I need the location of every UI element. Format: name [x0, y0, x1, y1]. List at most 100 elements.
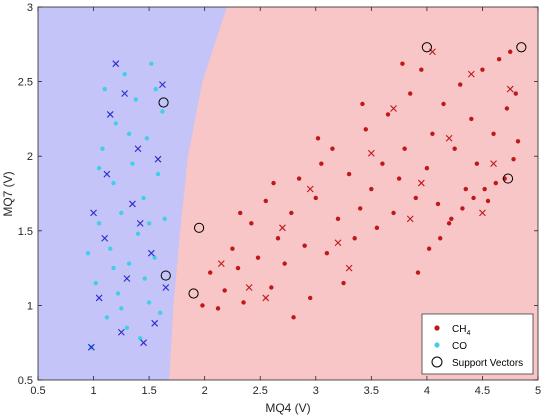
x-tick-label: 4.5	[475, 385, 490, 397]
ch4-cross	[479, 209, 486, 217]
co-point	[146, 221, 152, 226]
co-point	[138, 336, 143, 341]
support-vector	[516, 42, 527, 53]
legend-box	[421, 313, 534, 375]
ch4-point	[358, 206, 363, 211]
ch4-point	[313, 195, 318, 201]
ch4-point	[474, 161, 480, 166]
ch4-cross	[306, 185, 314, 193]
ch4-cross	[334, 239, 342, 247]
co-point	[108, 246, 113, 251]
x-tick-label: 2	[202, 385, 208, 397]
ch4-point	[471, 195, 476, 201]
support-vector	[194, 222, 205, 233]
ch4-point	[463, 186, 468, 192]
legend: CH4 CO Support Vectors	[421, 313, 534, 375]
ch4-point	[222, 288, 227, 293]
co-point	[119, 306, 124, 311]
ch4-point	[513, 91, 518, 96]
ch4-cross	[445, 134, 453, 142]
ch4-point	[415, 270, 421, 275]
ch4-point	[208, 270, 213, 275]
y-tick-label: 2.5	[18, 77, 33, 89]
ch4-point	[346, 171, 352, 177]
ch4-point	[515, 139, 521, 144]
co-cross	[121, 90, 129, 97]
ch4-point	[458, 82, 463, 87]
ch4-point	[360, 101, 365, 107]
ch4-point	[446, 221, 452, 226]
support-vector	[158, 97, 169, 108]
ch4-point	[289, 210, 294, 216]
legend-co-marker	[434, 342, 440, 348]
ch4-cross	[417, 179, 425, 187]
axes-box	[37, 6, 539, 381]
ch4-point	[369, 186, 374, 192]
ch4-point	[485, 198, 491, 204]
data-marks	[85, 42, 527, 351]
co-point	[96, 165, 102, 171]
ch4-cross	[506, 85, 514, 93]
co-point	[111, 180, 116, 186]
co-cross	[136, 219, 144, 227]
ch4-point	[235, 265, 241, 271]
y-tick-label: 1.5	[18, 226, 33, 238]
ch4-point	[271, 180, 276, 186]
legend-co-label: CO	[452, 341, 467, 352]
ch4-cross	[390, 105, 397, 112]
x-tick-label: 2.5	[253, 385, 268, 397]
y-tick-label: 3	[27, 2, 33, 14]
ch4-point	[385, 112, 391, 117]
ch4-point	[469, 116, 474, 122]
ch4-cross	[367, 149, 375, 157]
co-region	[38, 7, 227, 380]
ch4-cross	[490, 160, 497, 168]
co-cross	[95, 294, 103, 302]
co-point	[146, 300, 152, 305]
x-tick-label: 3	[313, 385, 319, 397]
ch4-point	[380, 161, 385, 166]
co-point	[104, 315, 110, 320]
ch4-point	[496, 57, 502, 62]
co-point	[162, 216, 167, 222]
ch4-point	[413, 195, 418, 201]
co-point	[96, 221, 102, 226]
ch4-point	[493, 180, 498, 186]
co-point	[158, 310, 163, 316]
ch4-point	[296, 176, 302, 181]
support-vector	[188, 288, 199, 299]
ch4-point	[452, 146, 457, 151]
ch4-point	[438, 236, 443, 241]
ch4-point	[491, 131, 496, 137]
ch4-point	[341, 280, 346, 286]
decision-regions	[38, 7, 538, 380]
ch4-point	[482, 186, 487, 192]
co-point	[133, 97, 138, 102]
co-point	[149, 61, 154, 66]
ch4-point	[308, 295, 313, 301]
co-point	[126, 261, 132, 266]
co-point	[115, 291, 121, 296]
co-point	[122, 71, 127, 77]
ch4-point	[215, 306, 221, 311]
ch4-cross	[345, 264, 353, 272]
co-cross	[162, 284, 170, 291]
ch4-point	[230, 246, 235, 251]
ch4-point	[319, 161, 324, 166]
co-point	[124, 325, 130, 330]
co-cross	[123, 275, 131, 282]
y-axis: 0.5 1 1.5 2 2.5 3	[18, 2, 538, 387]
co-point	[119, 210, 124, 216]
ch4-point	[508, 49, 513, 54]
ch4-cross	[467, 70, 475, 78]
ch4-cross	[217, 260, 225, 268]
y-tick-label: 2	[27, 151, 33, 163]
co-cross	[154, 155, 162, 163]
ch4-point	[374, 225, 380, 231]
ch4-cross	[406, 215, 414, 223]
ch4-point	[302, 243, 307, 248]
ch4-point	[402, 146, 407, 151]
ch4-point	[441, 101, 446, 107]
legend-sv-marker	[431, 356, 443, 368]
